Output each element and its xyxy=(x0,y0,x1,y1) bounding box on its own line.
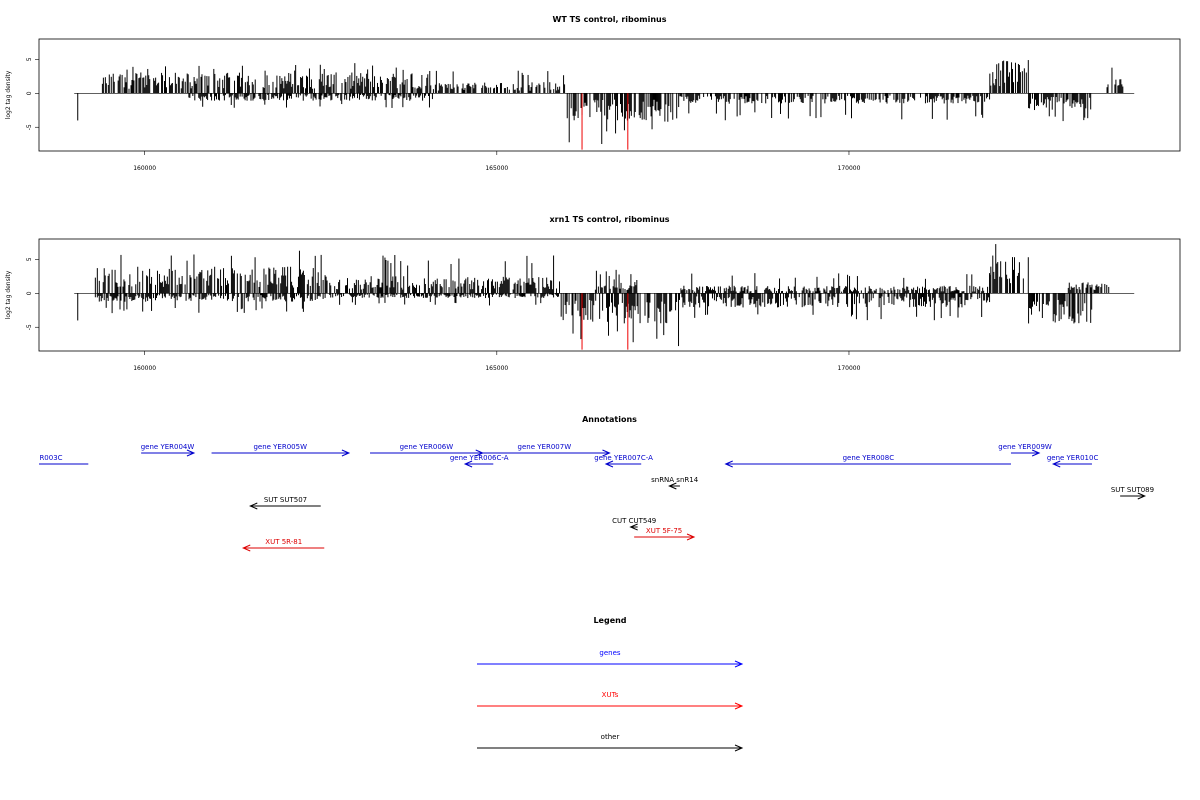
panel-0-ytick-label: 0 xyxy=(26,91,33,95)
legend-item-0-arrowhead xyxy=(734,660,744,668)
panel-0-ytick-label: -5 xyxy=(26,124,33,130)
panel-1-ylabel: log2 tag density xyxy=(5,270,12,319)
legend-title: Legend xyxy=(593,616,626,625)
panel-0-ylabel: log2 tag density xyxy=(5,70,12,119)
annotation-5-label: gene YER007W xyxy=(518,443,572,451)
annotation-8-label: gene YER009W xyxy=(998,443,1052,451)
panel-1-ytick-label: 0 xyxy=(26,291,33,295)
annotation-15-arrowhead xyxy=(241,544,251,552)
annotation-13-label: CUT CUT549 xyxy=(612,517,656,525)
panel-0-frame xyxy=(38,38,1181,152)
annotation-14-arrowhead xyxy=(686,533,696,541)
panel-1-xtick-label: 165000 xyxy=(485,365,508,372)
panel-1-ytick-label: 5 xyxy=(26,257,33,261)
annotation-1-arrowhead xyxy=(186,449,196,457)
annotation-0-label: R003C xyxy=(39,454,62,462)
panel-1-xtick-label: 170000 xyxy=(838,365,861,372)
annotation-1-label: gene YER004W xyxy=(141,443,195,451)
panel-0-xtick-label: 165000 xyxy=(485,165,508,172)
annotation-14-label: XUT 5F-75 xyxy=(646,527,682,535)
annotation-6-label: gene YER007C-A xyxy=(594,454,653,462)
annotation-9-arrowhead xyxy=(1051,460,1061,468)
annotation-12-arrowhead xyxy=(249,502,258,510)
annotation-11-label: SUT SUT089 xyxy=(1111,486,1154,494)
annotations-title: Annotations xyxy=(582,415,637,424)
legend-item-0-label: genes xyxy=(599,649,620,657)
panel-0-xtick-label: 160000 xyxy=(133,165,156,172)
annotation-9-label: gene YER010C xyxy=(1047,454,1099,462)
annotation-5-arrowhead xyxy=(602,449,611,457)
legend-item-2-arrowhead xyxy=(734,744,744,752)
annotation-7-arrowhead xyxy=(724,460,733,468)
annotation-3-label: gene YER006W xyxy=(400,443,454,451)
annotation-10-arrowhead xyxy=(668,482,677,490)
annotation-13-arrowhead xyxy=(629,523,638,531)
annotation-8-arrowhead xyxy=(1031,449,1041,457)
annotation-4-label: gene YER006C-A xyxy=(450,454,509,462)
annotation-4-arrowhead xyxy=(463,460,473,468)
legend-item-2-label: other xyxy=(601,733,620,741)
panel-0-title: WT TS control, ribominus xyxy=(553,15,667,24)
annotation-10-label: snRNA snR14 xyxy=(651,476,699,484)
annotation-15-label: XUT 5R-81 xyxy=(265,538,302,546)
panel-1-title: xrn1 TS control, ribominus xyxy=(549,215,669,224)
annotation-2-arrowhead xyxy=(341,449,351,457)
annotation-12-label: SUT SUT507 xyxy=(264,496,307,504)
annotation-11-arrowhead xyxy=(1137,492,1147,500)
panel-1-frame xyxy=(38,238,1181,352)
annotation-7-label: gene YER008C xyxy=(843,454,895,462)
panel-1-xtick-label: 160000 xyxy=(133,365,156,372)
panel-0-ytick-label: 5 xyxy=(26,57,33,61)
annotation-2-label: gene YER005W xyxy=(253,443,307,451)
legend-item-1-label: XUTs xyxy=(602,691,619,699)
panel-1-ytick-label: -5 xyxy=(26,324,33,330)
annotation-6-arrowhead xyxy=(604,460,614,468)
panel-0-xtick-label: 170000 xyxy=(838,165,861,172)
legend-item-1-arrowhead xyxy=(734,702,744,710)
